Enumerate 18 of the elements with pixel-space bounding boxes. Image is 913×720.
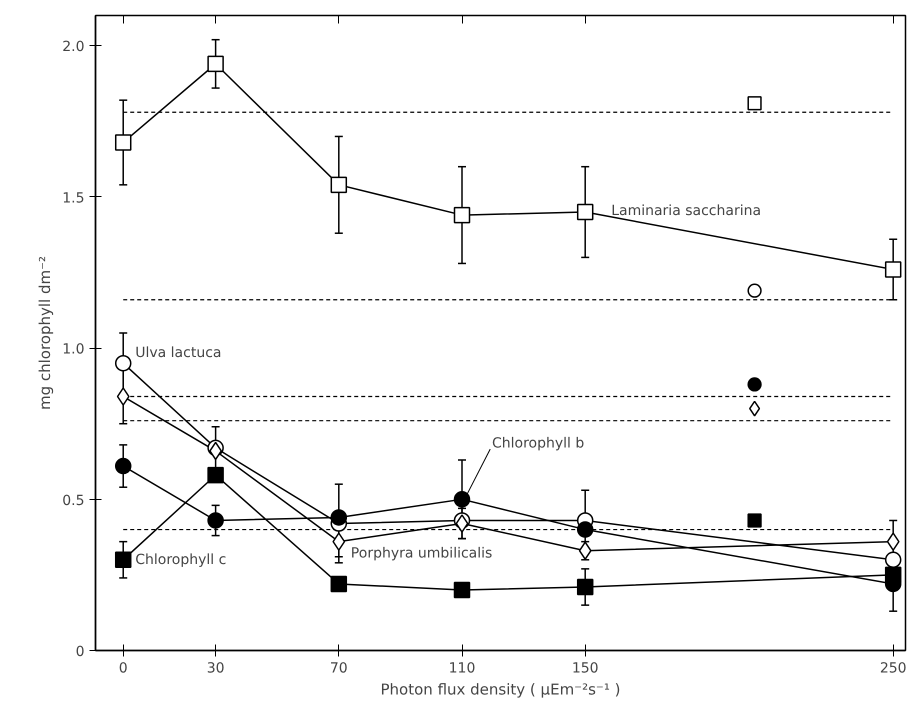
y-tick-label: 1.0	[62, 342, 84, 358]
x-tick-label: 30	[206, 660, 225, 676]
annotation: Chlorophyll c	[135, 552, 226, 568]
x-tick-label: 250	[880, 660, 907, 676]
annotation: Laminaria saccharina	[611, 203, 762, 220]
y-tick-label: 1.5	[62, 190, 84, 206]
x-tick-label: 150	[572, 660, 599, 676]
annotation: Porphyra umbilicalis	[350, 546, 492, 562]
x-tick-label: 0	[118, 660, 128, 676]
y-axis-title: mg chlorophyll dm⁻²	[36, 256, 54, 410]
x-tick-label: 70	[330, 660, 348, 676]
y-tick-label: 2.0	[62, 39, 84, 56]
x-axis-title: Photon flux density ( μEm⁻²s⁻¹ )	[380, 680, 620, 698]
y-tick-label: 0.5	[62, 492, 84, 509]
annotation: Chlorophyll b	[492, 435, 584, 452]
y-tick-label: 0	[76, 644, 85, 660]
annotation: Ulva lactuca	[135, 345, 222, 362]
x-tick-label: 110	[448, 660, 476, 676]
